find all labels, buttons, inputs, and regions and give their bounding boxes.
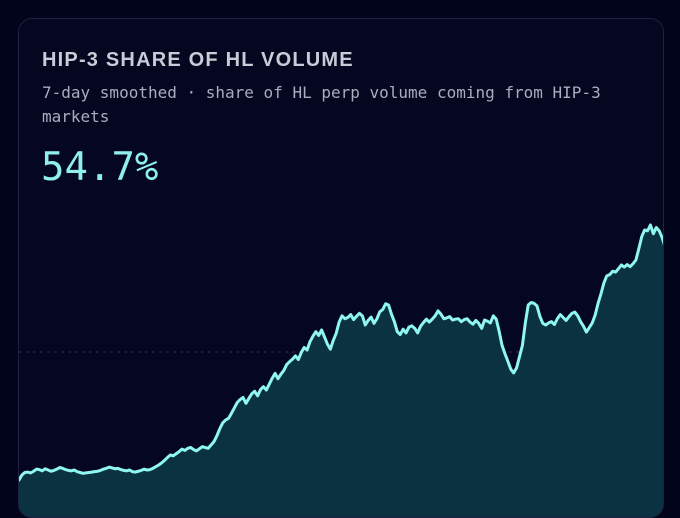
- chart-subtitle: 7-day smoothed · share of HL perp volume…: [42, 83, 601, 126]
- area-fill: [19, 225, 663, 517]
- headline-value: 54.7%: [41, 145, 159, 190]
- chart-title: HIP-3 SHARE OF HL VOLUME: [42, 49, 354, 71]
- area-chart: [19, 223, 663, 517]
- chart-card: HIP-3 SHARE OF HL VOLUME 7-day smoothed …: [18, 18, 664, 518]
- series-line: [19, 223, 663, 482]
